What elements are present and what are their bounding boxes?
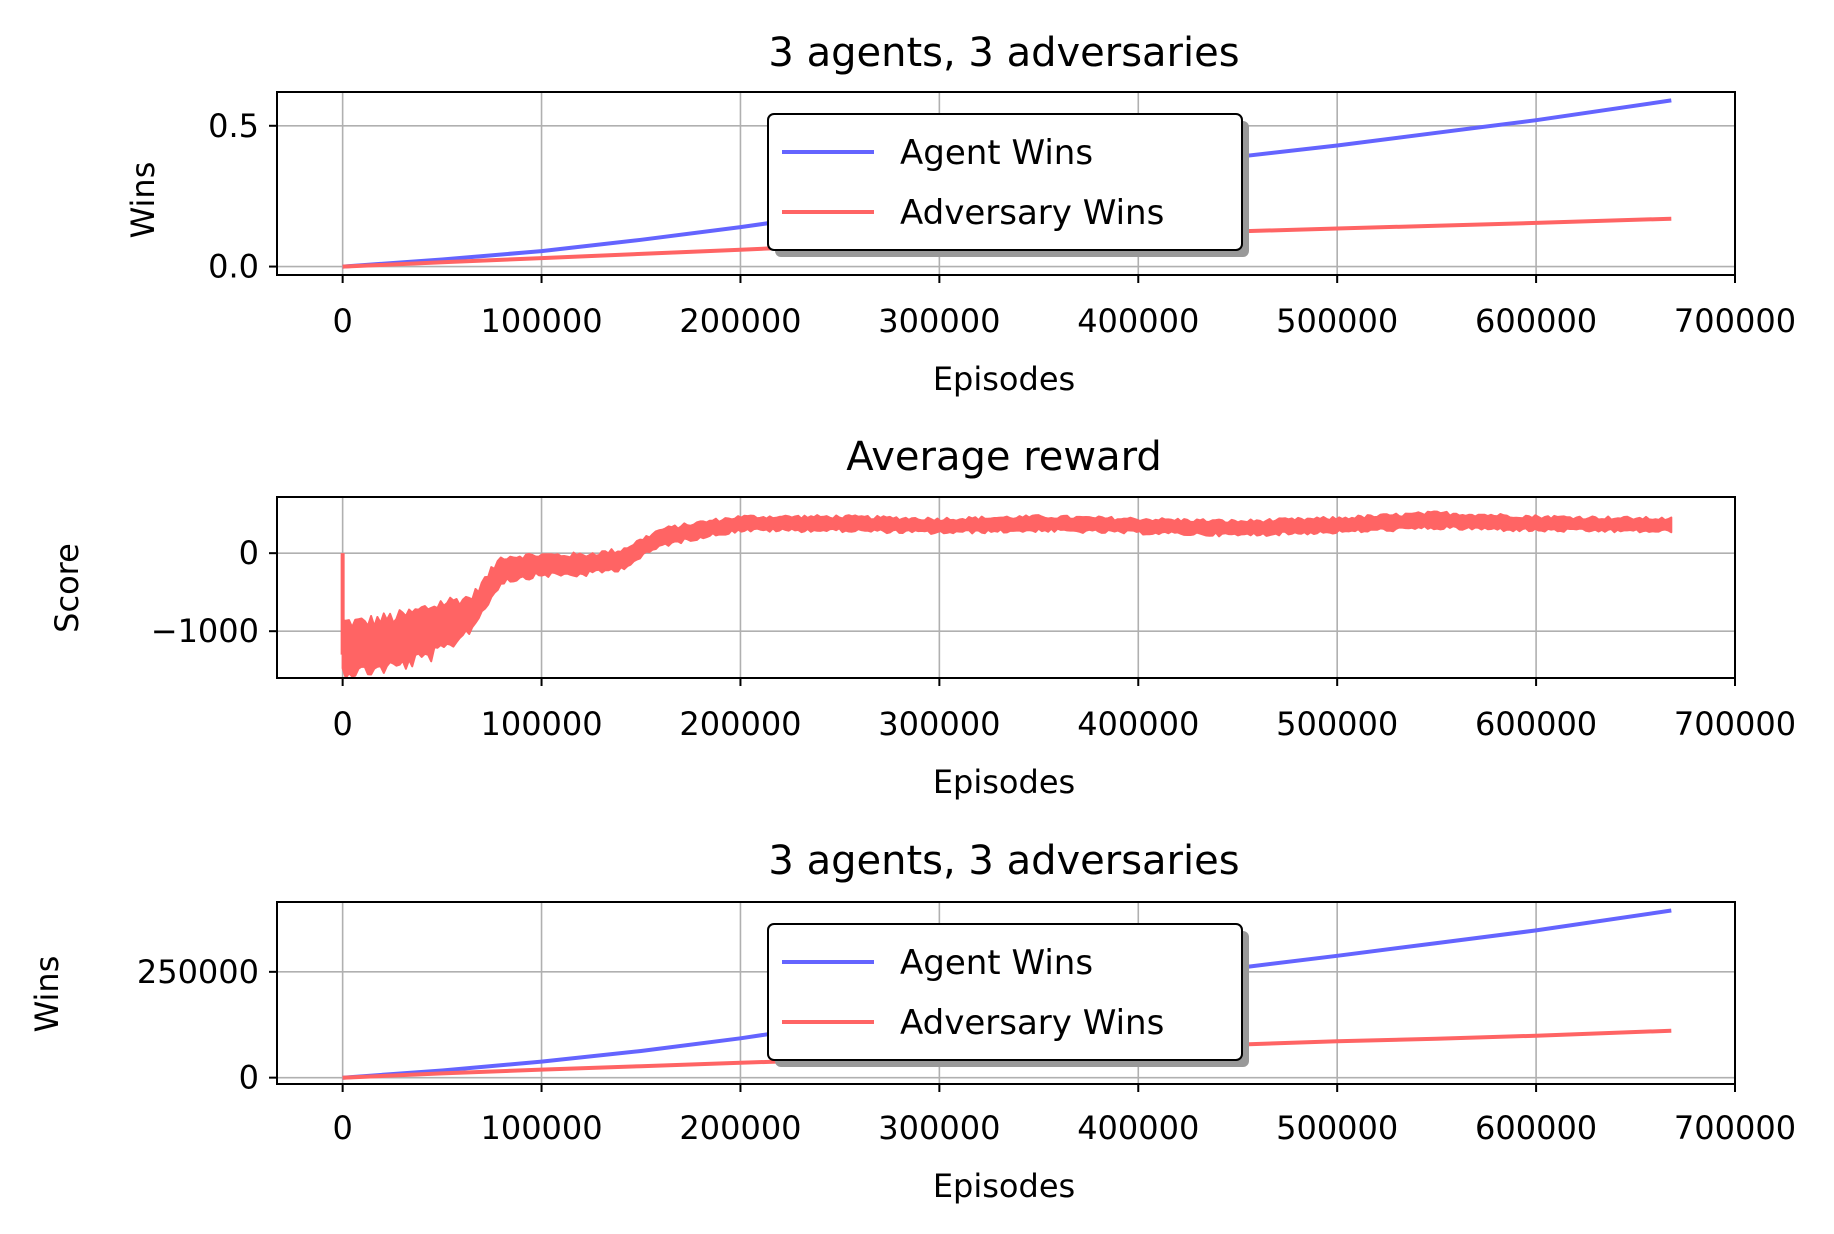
x-tick-label: 400000 xyxy=(1077,1109,1199,1147)
panel-2-ylabel: Score xyxy=(48,543,86,633)
x-tick-label: 200000 xyxy=(679,705,801,743)
panel-3-title: 3 agents, 3 adversaries xyxy=(768,838,1239,884)
y-tick-label: 0 xyxy=(239,1059,259,1097)
x-tick-label: 0 xyxy=(332,705,352,743)
x-tick-label: 0 xyxy=(332,302,352,340)
x-tick-label: 600000 xyxy=(1475,705,1597,743)
x-tick-label: 700000 xyxy=(1674,302,1796,340)
panel-2-xlabel: Episodes xyxy=(933,763,1075,801)
panel-2-title: Average reward xyxy=(846,434,1162,480)
legend-label: Adversary Wins xyxy=(900,193,1164,233)
x-tick-label: 400000 xyxy=(1077,705,1199,743)
x-tick-label: 600000 xyxy=(1475,302,1597,340)
panel-wins-total: 3 agents, 3 adversaries Episodes Wins 0 1… xyxy=(28,838,1796,1205)
y-tick-label: 250000 xyxy=(137,953,259,991)
x-tick-label: 700000 xyxy=(1674,1109,1796,1147)
panel-3-plot-area: 0 100000 200000 300000 400000 500000 600000 700… xyxy=(137,901,1796,1147)
panel-wins-ratio: 3 agents, 3 adversaries Episodes Wins 0 1… xyxy=(124,30,1796,398)
x-tick-label: 300000 xyxy=(878,1109,1000,1147)
x-tick-label: 300000 xyxy=(878,705,1000,743)
x-tick-label: 100000 xyxy=(480,1109,602,1147)
legend: Agent Wins Adversary Wins xyxy=(767,923,1249,1067)
x-tick-label: 700000 xyxy=(1674,705,1796,743)
series-band-line xyxy=(341,510,1673,679)
legend-label: Agent Wins xyxy=(900,943,1093,983)
legend-label: Adversary Wins xyxy=(900,1003,1164,1043)
x-tick-label: 600000 xyxy=(1475,1109,1597,1147)
panel-3-ylabel: Wins xyxy=(28,956,66,1033)
legend-label: Agent Wins xyxy=(900,133,1093,173)
x-tick-label: 200000 xyxy=(679,1109,801,1147)
axes-frame xyxy=(276,901,1736,1085)
legend-box xyxy=(767,113,1243,251)
panel-3-xlabel: Episodes xyxy=(933,1167,1075,1205)
panel-1-ylabel: Wins xyxy=(124,162,162,239)
y-tick-label: 0.0 xyxy=(208,248,259,286)
x-tick-label: 400000 xyxy=(1077,302,1199,340)
panel-1-xlabel: Episodes xyxy=(933,360,1075,398)
legend: Agent Wins Adversary Wins xyxy=(767,113,1249,257)
legend-box xyxy=(767,923,1243,1061)
x-tick-label: 100000 xyxy=(480,705,602,743)
y-tick-label: 0.5 xyxy=(208,107,259,145)
panel-average-reward: Average reward Episodes Score 0 100000 200… xyxy=(48,434,1796,801)
y-tick-label: 0 xyxy=(239,534,259,572)
axes-frame xyxy=(276,91,1736,276)
x-tick-label: 100000 xyxy=(480,302,602,340)
x-tick-label: 500000 xyxy=(1276,1109,1398,1147)
x-tick-label: 500000 xyxy=(1276,705,1398,743)
x-tick-label: 300000 xyxy=(878,302,1000,340)
axes-frame xyxy=(276,496,1736,679)
x-tick-label: 500000 xyxy=(1276,302,1398,340)
panel-1-title: 3 agents, 3 adversaries xyxy=(768,30,1239,76)
panel-1-plot-area: 0 100000 200000 300000 400000 500000 600000 700… xyxy=(208,91,1796,340)
panel-2-plot-area: 0 100000 200000 300000 400000 500000 600000 700… xyxy=(151,496,1796,743)
x-tick-label: 200000 xyxy=(679,302,801,340)
y-tick-label: −1000 xyxy=(151,612,259,650)
x-tick-label: 0 xyxy=(332,1109,352,1147)
